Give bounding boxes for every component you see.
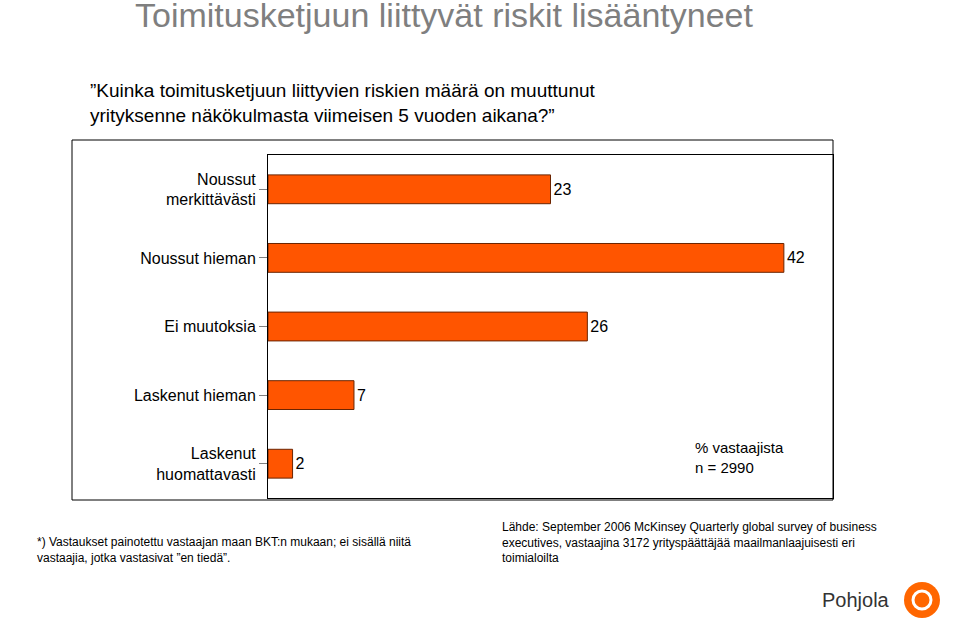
svg-text:Laskenut hieman: Laskenut hieman <box>134 387 256 404</box>
svg-text:7: 7 <box>357 387 366 404</box>
svg-text:% vastaajista: % vastaajista <box>695 439 784 456</box>
svg-text:*) Vastaukset painotettu vasta: *) Vastaukset painotettu vastaajan maan … <box>37 535 411 565</box>
svg-text:n = 2990: n = 2990 <box>695 459 754 476</box>
svg-text:Noussut hieman: Noussut hieman <box>140 250 256 267</box>
svg-text:Toimitusketjuun liittyvät risk: Toimitusketjuun liittyvät riskit lisäänt… <box>135 0 753 34</box>
svg-text:Laskenuthuomattavasti: Laskenuthuomattavasti <box>156 445 256 483</box>
svg-text:”Kuinka toimitusketjuun liitty: ”Kuinka toimitusketjuun liittyvien riski… <box>90 80 596 126</box>
svg-text:Lähde: September 2006 McKinsey: Lähde: September 2006 McKinsey Quarterly… <box>502 520 877 565</box>
svg-text:Ei muutoksia: Ei muutoksia <box>164 318 256 335</box>
svg-text:Pohjola: Pohjola <box>822 589 890 611</box>
svg-text:2: 2 <box>296 455 305 472</box>
svg-text:23: 23 <box>554 181 572 198</box>
svg-text:Noussutmerkittävästi: Noussutmerkittävästi <box>166 171 256 209</box>
svg-text:26: 26 <box>590 318 608 335</box>
svg-text:42: 42 <box>787 249 805 266</box>
